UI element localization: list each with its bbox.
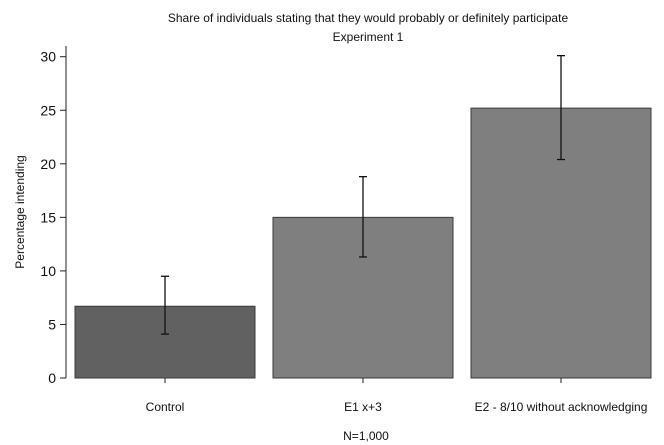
- plot-area: 0 5 10 15 20 25 30 Control E1 x+3 E2 - 8/10 witho…: [40, 46, 652, 414]
- x-axis-label: N=1,000: [343, 429, 389, 443]
- y-tick-label-0: 0: [48, 370, 56, 386]
- category-label-0: Control: [146, 400, 185, 414]
- y-tick-label-30: 30: [40, 49, 56, 65]
- chart-title: Share of individuals stating that they w…: [168, 11, 569, 25]
- y-tick-label-15: 15: [40, 209, 56, 225]
- y-axis-label: Percentage intending: [13, 155, 27, 268]
- y-tick-label-20: 20: [40, 156, 56, 172]
- y-tick-label-10: 10: [40, 263, 56, 279]
- chart-subtitle: Experiment 1: [333, 30, 404, 44]
- category-label-1: E1 x+3: [344, 400, 382, 414]
- y-tick-label-25: 25: [40, 102, 56, 118]
- category-label-2: E2 - 8/10 without acknowledging: [475, 400, 648, 414]
- y-tick-label-5: 5: [48, 316, 56, 332]
